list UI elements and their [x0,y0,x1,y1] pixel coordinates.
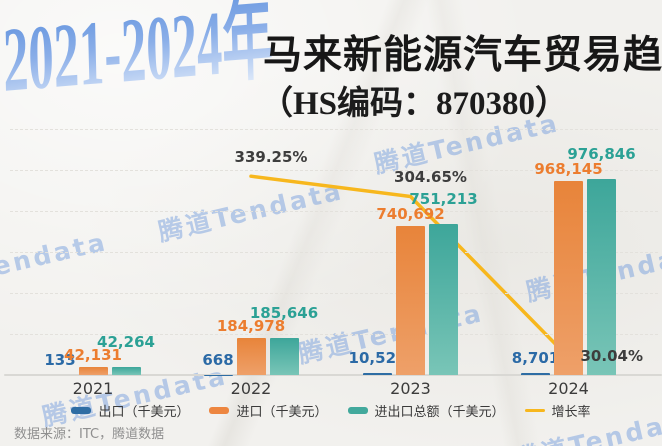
bar-import-2022 [236,337,266,375]
legend-label: 进口（千美元） [236,405,328,420]
growth-rate-label-2022: 339.25% [234,148,308,167]
page-title: 马来新能源汽车贸易趋势 [263,34,662,77]
legend-label: 出口（千美元） [98,405,190,420]
x-axis-line [4,374,662,376]
export-swatch-icon [71,407,92,414]
x-axis-label-2022: 2022 [230,379,272,398]
value-label-export-2021: 133 [44,350,76,369]
value-label-total-2024: 976,846 [567,145,636,163]
gridline [10,293,658,294]
bar-total-2021 [111,366,141,375]
gridline [10,334,658,335]
bar-total-2022 [269,337,299,375]
growth-rate-swatch-icon [524,409,545,412]
legend-item-export: 出口（千美元） [71,401,189,420]
bar-total-2024 [587,179,616,375]
value-label-total-2023: 751,213 [409,190,478,209]
value-label-export-2023: 10,521 [348,348,407,367]
gridline [10,252,658,253]
value-label-import-2022: 184,978 [216,316,286,335]
legend-label: 增长率 [551,405,591,420]
value-label-total-2021: 42,264 [97,332,155,351]
legend-item-growth-rate: 增长率 [524,401,591,420]
value-label-import-2024: 968,145 [534,159,603,178]
bar-export-2024 [521,372,550,375]
chart-legend: 出口（千美元） 进口（千美元） 进出口总额（千美元） 增长率 [0,401,662,420]
legend-label: 进出口总额（千美元） [374,405,505,420]
gridline [10,170,658,171]
value-label-import-2023: 740,692 [376,205,445,224]
x-axis-label-2023: 2023 [390,379,431,398]
gridline [10,211,658,212]
page-subtitle-hs-code: （HS编码：870380） [260,86,569,122]
bar-import-2024 [554,180,583,375]
value-label-export-2022: 668 [202,350,234,369]
x-axis-label-2024: 2024 [548,379,589,398]
legend-item-import: 进口（千美元） [209,401,328,420]
value-label-total-2022: 185,646 [249,303,319,322]
bar-import-2023 [396,226,425,375]
growth-rate-label-2024: 30.04% [580,347,643,366]
value-label-export-2024: 8,701 [511,348,560,367]
data-source-note: 数据来源：ITC，腾道数据 [14,427,165,442]
value-label-import-2021: 42,131 [64,345,122,364]
legend-item-total: 进出口总额（千美元） [347,401,505,420]
growth-rate-label-2023: 304.65% [394,168,467,187]
total-swatch-icon [347,407,368,414]
bar-total-2023 [429,224,458,375]
bar-export-2023 [363,372,392,375]
gridline [10,129,658,130]
x-axis-label-2021: 2021 [72,379,114,398]
import-swatch-icon [209,407,230,414]
bar-import-2021 [78,366,108,375]
